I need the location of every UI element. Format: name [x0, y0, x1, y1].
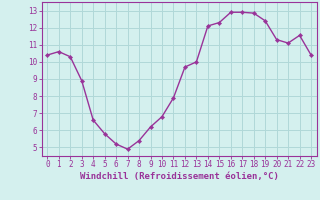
- X-axis label: Windchill (Refroidissement éolien,°C): Windchill (Refroidissement éolien,°C): [80, 172, 279, 181]
